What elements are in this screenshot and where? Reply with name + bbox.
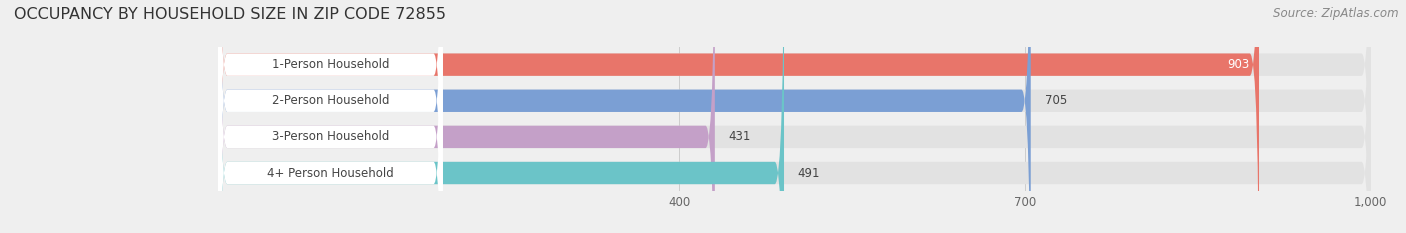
Text: 705: 705 bbox=[1045, 94, 1067, 107]
Text: 2-Person Household: 2-Person Household bbox=[271, 94, 389, 107]
FancyBboxPatch shape bbox=[218, 0, 1371, 233]
FancyBboxPatch shape bbox=[218, 0, 443, 233]
FancyBboxPatch shape bbox=[218, 0, 1371, 233]
FancyBboxPatch shape bbox=[218, 0, 1258, 233]
Text: 1-Person Household: 1-Person Household bbox=[271, 58, 389, 71]
Text: 491: 491 bbox=[797, 167, 820, 179]
FancyBboxPatch shape bbox=[218, 0, 443, 233]
FancyBboxPatch shape bbox=[218, 0, 1371, 233]
Text: Source: ZipAtlas.com: Source: ZipAtlas.com bbox=[1274, 7, 1399, 20]
FancyBboxPatch shape bbox=[218, 0, 443, 233]
Text: 903: 903 bbox=[1227, 58, 1250, 71]
Text: 3-Person Household: 3-Person Household bbox=[271, 130, 389, 143]
Text: 431: 431 bbox=[728, 130, 751, 143]
FancyBboxPatch shape bbox=[218, 0, 714, 233]
Text: OCCUPANCY BY HOUSEHOLD SIZE IN ZIP CODE 72855: OCCUPANCY BY HOUSEHOLD SIZE IN ZIP CODE … bbox=[14, 7, 446, 22]
FancyBboxPatch shape bbox=[218, 0, 1371, 233]
Text: 4+ Person Household: 4+ Person Household bbox=[267, 167, 394, 179]
FancyBboxPatch shape bbox=[218, 0, 443, 233]
FancyBboxPatch shape bbox=[218, 0, 1031, 233]
FancyBboxPatch shape bbox=[218, 0, 785, 233]
